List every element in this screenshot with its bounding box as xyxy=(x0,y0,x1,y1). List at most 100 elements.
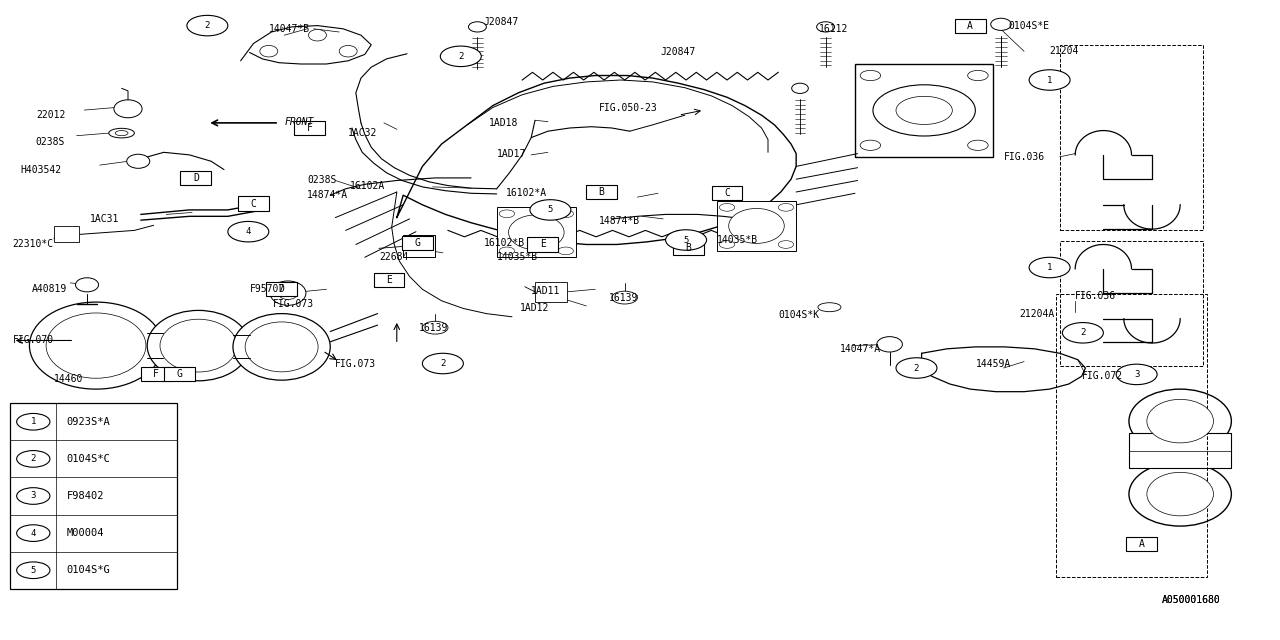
Bar xyxy=(535,282,567,302)
Bar xyxy=(1056,294,1207,577)
Text: 16102A: 16102A xyxy=(349,180,385,191)
Text: FIG.070: FIG.070 xyxy=(13,335,54,346)
Bar xyxy=(1060,241,1203,366)
Ellipse shape xyxy=(233,314,330,380)
Ellipse shape xyxy=(818,303,841,312)
Ellipse shape xyxy=(1129,462,1231,526)
Ellipse shape xyxy=(115,131,128,136)
Text: 1: 1 xyxy=(1047,263,1052,272)
Bar xyxy=(586,185,617,199)
Ellipse shape xyxy=(147,310,250,381)
Text: 0238S: 0238S xyxy=(307,175,337,186)
Ellipse shape xyxy=(468,22,486,32)
Circle shape xyxy=(860,70,881,81)
Text: 1AD17: 1AD17 xyxy=(497,148,526,159)
Text: 16139: 16139 xyxy=(419,323,448,333)
Text: 14459A: 14459A xyxy=(975,358,1011,369)
Text: 0238S: 0238S xyxy=(36,137,65,147)
Circle shape xyxy=(860,140,881,150)
Text: 14047*A: 14047*A xyxy=(840,344,881,354)
Text: 1AC32: 1AC32 xyxy=(348,128,378,138)
Ellipse shape xyxy=(308,29,326,41)
Text: H403542: H403542 xyxy=(20,164,61,175)
Text: F: F xyxy=(154,369,159,380)
Text: 1AD12: 1AD12 xyxy=(520,303,549,314)
Circle shape xyxy=(558,247,573,255)
Bar xyxy=(294,121,325,135)
Text: 16102*B: 16102*B xyxy=(484,238,525,248)
Ellipse shape xyxy=(1129,389,1231,453)
Circle shape xyxy=(17,525,50,541)
Circle shape xyxy=(17,488,50,504)
Bar xyxy=(180,171,211,185)
Text: J20847: J20847 xyxy=(660,47,696,58)
Text: 22684: 22684 xyxy=(379,252,408,262)
Text: A050001680: A050001680 xyxy=(1162,595,1221,605)
Ellipse shape xyxy=(127,154,150,168)
Circle shape xyxy=(778,241,794,248)
Circle shape xyxy=(17,562,50,579)
Text: 3: 3 xyxy=(31,492,36,500)
Text: 2: 2 xyxy=(1080,328,1085,337)
Text: A: A xyxy=(1139,539,1144,549)
Ellipse shape xyxy=(791,83,809,93)
Circle shape xyxy=(778,204,794,211)
Text: 22012: 22012 xyxy=(36,110,65,120)
Circle shape xyxy=(422,321,448,334)
Text: 4: 4 xyxy=(246,227,251,236)
Bar xyxy=(497,207,576,257)
Text: C: C xyxy=(724,188,730,198)
Bar xyxy=(374,273,404,287)
Circle shape xyxy=(17,413,50,430)
Text: C: C xyxy=(251,198,256,209)
Bar xyxy=(855,64,993,157)
Circle shape xyxy=(530,200,571,220)
Text: 22310*C: 22310*C xyxy=(13,239,54,250)
Ellipse shape xyxy=(508,215,564,250)
Text: 0104S*E: 0104S*E xyxy=(1009,20,1050,31)
Text: 16102*A: 16102*A xyxy=(506,188,547,198)
Bar xyxy=(238,196,269,211)
Text: 0104S*G: 0104S*G xyxy=(67,565,110,575)
Circle shape xyxy=(17,451,50,467)
Text: FRONT: FRONT xyxy=(284,116,314,127)
Text: A: A xyxy=(968,20,973,31)
Text: 21204A: 21204A xyxy=(1019,308,1055,319)
Text: G: G xyxy=(415,238,420,248)
Circle shape xyxy=(422,353,463,374)
Circle shape xyxy=(719,241,735,248)
Ellipse shape xyxy=(877,337,902,352)
Ellipse shape xyxy=(29,302,163,389)
Text: A40819: A40819 xyxy=(32,284,68,294)
Ellipse shape xyxy=(260,45,278,57)
Text: M00004: M00004 xyxy=(67,528,104,538)
Circle shape xyxy=(228,221,269,242)
Circle shape xyxy=(187,15,228,36)
Text: G: G xyxy=(177,369,182,380)
Text: 0104S*C: 0104S*C xyxy=(67,454,110,464)
Circle shape xyxy=(1116,364,1157,385)
Bar xyxy=(141,367,172,381)
Text: 1AD18: 1AD18 xyxy=(489,118,518,128)
Ellipse shape xyxy=(46,313,146,378)
Circle shape xyxy=(896,358,937,378)
Text: 0923S*A: 0923S*A xyxy=(67,417,110,427)
Ellipse shape xyxy=(279,287,298,300)
Ellipse shape xyxy=(109,128,134,138)
Bar xyxy=(402,236,433,250)
Bar xyxy=(717,201,796,251)
Bar xyxy=(527,237,558,252)
Circle shape xyxy=(1062,323,1103,343)
Text: 1AD11: 1AD11 xyxy=(531,286,561,296)
Text: 5: 5 xyxy=(548,205,553,214)
Ellipse shape xyxy=(1147,472,1213,516)
Circle shape xyxy=(499,247,515,255)
Text: 1: 1 xyxy=(1047,76,1052,84)
Text: B: B xyxy=(599,187,604,197)
Text: 14874*A: 14874*A xyxy=(307,190,348,200)
Text: 21204: 21204 xyxy=(1050,46,1079,56)
Text: E: E xyxy=(387,275,392,285)
Ellipse shape xyxy=(817,22,835,32)
Text: FIG.036: FIG.036 xyxy=(1004,152,1044,162)
Ellipse shape xyxy=(160,319,237,372)
